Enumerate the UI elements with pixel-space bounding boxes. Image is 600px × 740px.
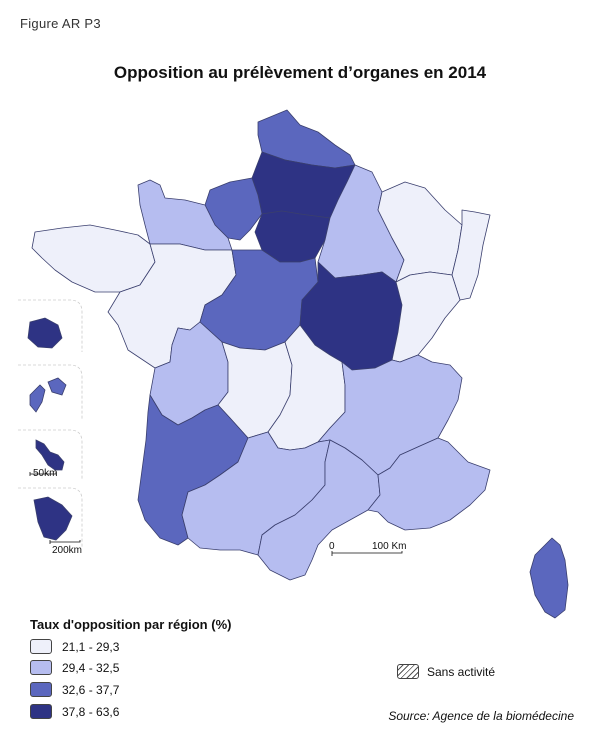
- scale-bar-end-label: 100 Km: [372, 541, 406, 552]
- region-provence-alpes-cote-d-azur[interactable]: [367, 437, 491, 531]
- hatch-swatch: [397, 664, 419, 679]
- region-guadeloupe[interactable]: [29, 377, 67, 413]
- scale-bar: [331, 551, 403, 556]
- overseas-insets: 50km 200km: [18, 299, 83, 556]
- legend-label-3: 32,6 - 37,7: [62, 682, 120, 697]
- no-activity-label: Sans activité: [427, 664, 496, 679]
- region-corse[interactable]: [529, 537, 569, 619]
- region-bretagne[interactable]: [31, 224, 156, 293]
- region-la-reunion[interactable]: [27, 317, 63, 349]
- region-basse-normandie[interactable]: [137, 179, 233, 251]
- legend-swatch-4: [30, 704, 52, 719]
- inset-scale-label-200km: 200km: [52, 545, 82, 556]
- figure-label: Figure AR P3: [20, 16, 101, 31]
- inset-frame-1: [18, 299, 83, 548]
- region-martinique[interactable]: [35, 439, 65, 471]
- legend-item-4: 37,8 - 63,6: [30, 703, 119, 720]
- region-alsace[interactable]: [451, 209, 491, 301]
- inset-scale-bar-1: [29, 472, 81, 544]
- legend-label-1: 21,1 - 29,3: [62, 639, 120, 654]
- legend-swatch-3: [30, 682, 52, 697]
- map-title: Opposition au prélèvement d’organes en 2…: [113, 63, 487, 82]
- region-franche-comte[interactable]: [391, 271, 461, 363]
- scale-bar-start-label: 0: [329, 541, 335, 552]
- no-activity-legend: Sans activité: [397, 664, 495, 679]
- legend-swatch-1: [30, 639, 52, 654]
- legend-item-3: 32,6 - 37,7: [30, 681, 119, 698]
- legend-swatch-2: [30, 660, 52, 675]
- region-guyane[interactable]: [33, 496, 73, 541]
- legend-item-1: 21,1 - 29,3: [30, 638, 119, 655]
- inset-scale-label-50km: 50km: [33, 468, 57, 479]
- legend-label-4: 37,8 - 63,6: [62, 704, 120, 719]
- legend-label-2: 29,4 - 32,5: [62, 660, 120, 675]
- legend-title: Taux d'opposition par région (%): [30, 617, 232, 632]
- legend-item-2: 29,4 - 32,5: [30, 659, 119, 676]
- source-note: Source: Agence de la biomédecine: [388, 709, 574, 723]
